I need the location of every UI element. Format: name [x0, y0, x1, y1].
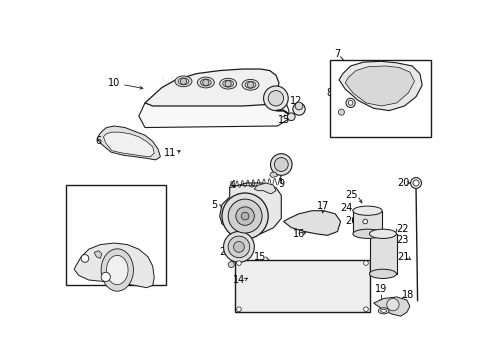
Polygon shape	[345, 66, 414, 106]
Circle shape	[225, 81, 231, 87]
Ellipse shape	[222, 80, 233, 87]
Text: 23: 23	[395, 235, 408, 245]
Circle shape	[287, 113, 295, 121]
Circle shape	[227, 262, 234, 268]
Circle shape	[345, 98, 354, 107]
Ellipse shape	[380, 309, 386, 312]
Text: 12: 12	[289, 96, 302, 106]
Circle shape	[180, 78, 186, 84]
Circle shape	[202, 79, 209, 86]
Bar	[235, 260, 369, 312]
Ellipse shape	[369, 269, 395, 278]
Polygon shape	[254, 183, 275, 194]
Text: 15: 15	[254, 252, 266, 262]
Text: 9: 9	[278, 179, 284, 189]
Circle shape	[236, 307, 241, 312]
Circle shape	[222, 193, 268, 239]
Circle shape	[263, 86, 287, 111]
Polygon shape	[74, 243, 154, 288]
Text: 21: 21	[396, 252, 408, 262]
Text: 26: 26	[345, 216, 357, 226]
Text: 13: 13	[277, 115, 289, 125]
Text: 19: 19	[375, 284, 387, 294]
Circle shape	[233, 241, 244, 252]
Bar	[352, 211, 381, 234]
Ellipse shape	[219, 78, 236, 89]
Text: 6: 6	[95, 136, 101, 146]
Polygon shape	[97, 126, 160, 160]
Circle shape	[227, 199, 261, 233]
Circle shape	[223, 231, 254, 262]
Circle shape	[295, 102, 302, 110]
Circle shape	[270, 154, 291, 175]
Circle shape	[363, 307, 367, 312]
Text: 22: 22	[395, 224, 408, 234]
Text: 17: 17	[317, 201, 329, 211]
Circle shape	[268, 91, 283, 106]
Text: 5: 5	[211, 200, 217, 210]
Circle shape	[247, 82, 253, 88]
Text: 10: 10	[108, 78, 120, 88]
Polygon shape	[103, 132, 154, 157]
Circle shape	[337, 109, 344, 115]
Text: 16: 16	[292, 229, 304, 239]
Polygon shape	[269, 172, 277, 177]
Ellipse shape	[200, 79, 211, 86]
Ellipse shape	[244, 81, 256, 88]
Ellipse shape	[106, 255, 128, 285]
Circle shape	[348, 101, 352, 105]
Text: 4: 4	[229, 180, 235, 190]
Circle shape	[241, 212, 248, 220]
Text: 24: 24	[340, 203, 352, 213]
Ellipse shape	[175, 76, 192, 87]
Circle shape	[235, 207, 254, 225]
Ellipse shape	[352, 229, 381, 238]
Text: 14: 14	[232, 275, 244, 285]
Text: 20: 20	[396, 178, 408, 188]
Circle shape	[412, 180, 418, 186]
Polygon shape	[283, 211, 340, 235]
Circle shape	[101, 272, 110, 282]
Ellipse shape	[369, 229, 395, 238]
Circle shape	[81, 255, 89, 262]
Polygon shape	[94, 251, 102, 258]
Polygon shape	[145, 69, 278, 106]
Polygon shape	[219, 183, 281, 234]
Circle shape	[236, 261, 241, 265]
Circle shape	[227, 236, 249, 258]
Ellipse shape	[197, 77, 214, 88]
Circle shape	[363, 261, 367, 265]
Circle shape	[386, 298, 398, 311]
Circle shape	[362, 219, 367, 224]
Bar	[65, 185, 166, 285]
Ellipse shape	[242, 79, 258, 90]
Bar	[329, 60, 431, 137]
Ellipse shape	[352, 206, 381, 215]
Polygon shape	[338, 61, 422, 111]
Text: 25: 25	[345, 190, 357, 200]
Ellipse shape	[378, 308, 388, 314]
Text: 18: 18	[401, 290, 414, 300]
Ellipse shape	[101, 249, 133, 291]
Polygon shape	[138, 95, 288, 127]
Text: 7: 7	[333, 49, 340, 59]
Ellipse shape	[178, 78, 188, 85]
Text: 8: 8	[325, 88, 332, 98]
Text: 11: 11	[163, 148, 175, 158]
Circle shape	[274, 157, 287, 171]
Text: 3: 3	[73, 186, 78, 196]
Text: 1: 1	[227, 229, 234, 239]
Bar	[369, 234, 396, 274]
Text: 2: 2	[218, 247, 225, 257]
Circle shape	[292, 103, 304, 115]
Circle shape	[410, 177, 421, 188]
Polygon shape	[373, 297, 409, 316]
